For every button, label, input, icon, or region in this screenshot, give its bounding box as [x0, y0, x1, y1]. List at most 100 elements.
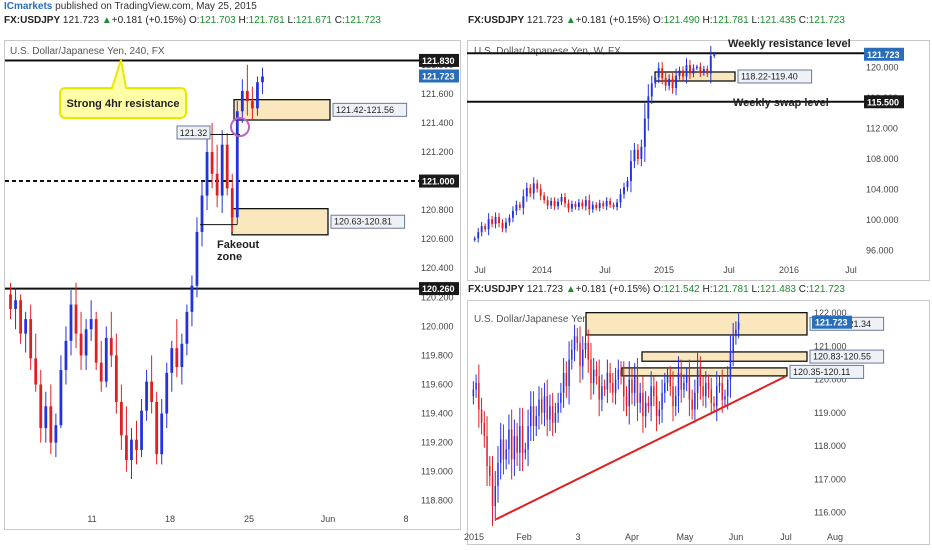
up-triangle-icon: ▲: [101, 15, 112, 26]
candle-body: [489, 466, 491, 477]
y-tick-label: 100.000: [866, 215, 899, 225]
h4-high: 121.781: [248, 15, 285, 26]
candle-body: [527, 426, 529, 450]
candle-body: [732, 336, 734, 353]
candle-body: [695, 66, 698, 69]
candle-body: [562, 372, 565, 393]
candle-body: [472, 389, 475, 397]
candle-body: [609, 372, 611, 383]
publish-bar: ICmarkets published on TradingView.com, …: [0, 0, 932, 14]
candle-body: [215, 173, 219, 196]
candle-body: [499, 439, 502, 463]
candle-body: [508, 217, 511, 223]
candle-body: [702, 386, 704, 397]
candle-body: [515, 204, 518, 211]
resistance-callout: Strong 4hr resistance: [59, 59, 187, 119]
candle-body: [626, 181, 629, 188]
candle-body: [200, 195, 204, 232]
candle-body: [165, 372, 169, 414]
candle-body: [549, 406, 551, 420]
candle-body: [633, 149, 636, 162]
candle-body: [579, 342, 581, 367]
candle-body: [666, 376, 669, 383]
candle-body: [160, 413, 164, 455]
candle-body: [529, 187, 532, 194]
y-tick-label: 120.200: [421, 292, 454, 302]
candle-body: [710, 389, 713, 403]
supply-demand-zone: [585, 312, 808, 336]
candle-body: [251, 101, 254, 109]
candle-body: [235, 111, 239, 218]
candle-body: [696, 369, 699, 393]
candle-body: [601, 386, 603, 400]
y-tick-label: 119.000: [421, 467, 453, 477]
y-tick-label: 120.000: [814, 375, 847, 385]
candle-body: [598, 203, 601, 208]
zone-label-box: [809, 349, 885, 364]
candle-body: [685, 65, 688, 77]
zone-label-box: [332, 102, 408, 117]
h4-close-label: C:: [334, 15, 345, 26]
weekly-low: 121.435: [759, 15, 796, 26]
x-tick-label: Jun: [321, 514, 336, 524]
brand-logo[interactable]: ICmarkets: [4, 1, 53, 12]
price-badge-box: [419, 53, 459, 67]
x-tick-label: Aug: [827, 532, 843, 542]
candle-body: [550, 200, 553, 206]
candle-body: [140, 410, 143, 450]
x-tick-label: 2014: [532, 265, 552, 275]
weekly-chart-title: U.S. Dollar/Japanese Yen, W, FX: [474, 46, 621, 57]
candle-body: [535, 416, 538, 427]
candle-body: [571, 349, 573, 360]
candle-body: [699, 369, 702, 387]
candle-body: [44, 406, 48, 429]
zone-label-text: 120.83-120.55: [813, 352, 871, 362]
candle-body: [729, 352, 732, 380]
candle-body: [574, 204, 577, 208]
candle-body: [546, 396, 548, 420]
weekly-open: 121.490: [663, 15, 700, 26]
candle-body: [480, 226, 483, 233]
daily-last: 121.723: [526, 284, 564, 295]
candle-body: [39, 384, 43, 429]
candle-body: [540, 399, 543, 413]
price-tag-text: 121.32: [180, 128, 208, 138]
x-tick-label: 2016: [779, 265, 799, 275]
callout-text: Strong 4hr resistance: [66, 98, 179, 110]
price-badge-box: [864, 95, 904, 109]
candle-body: [145, 381, 148, 411]
candle-body: [737, 322, 740, 330]
candle-body: [702, 68, 705, 73]
h4-high-label: H:: [238, 15, 249, 26]
daily-open: 121.542: [663, 284, 700, 295]
y-tick-label: 117.000: [814, 474, 846, 484]
candle-body: [584, 342, 587, 350]
candle-body: [135, 439, 138, 450]
y-tick-label: 112.000: [866, 123, 898, 133]
price-badge-text: 121.830: [422, 56, 455, 66]
candle-body: [706, 68, 709, 74]
y-tick-label: 108.000: [866, 154, 899, 164]
zone-label: 121.42-121.56: [332, 102, 408, 117]
candle-body: [502, 439, 505, 460]
y-tick-label: 119.800: [421, 350, 453, 360]
candle-body: [664, 382, 666, 393]
price-badge-text: 121.723: [422, 71, 455, 81]
h4-open-label: O:: [189, 15, 200, 26]
candle-body: [516, 436, 518, 453]
candle-body: [567, 203, 570, 209]
candle-body: [643, 118, 646, 147]
candle-body: [625, 396, 628, 407]
x-tick-label: 25: [244, 514, 254, 524]
zone-label-text: 121.42-121.56: [336, 105, 394, 115]
candle-body: [640, 146, 643, 159]
candle-body: [699, 66, 702, 73]
weekly-resistance-label: Weekly resistance level: [728, 38, 851, 50]
candle-body: [505, 449, 507, 460]
candle-body: [707, 382, 710, 390]
candle-body: [629, 161, 632, 182]
candle-body: [240, 90, 244, 112]
candle-body: [554, 412, 557, 423]
candle-body: [536, 183, 539, 189]
candle-body: [210, 151, 214, 174]
